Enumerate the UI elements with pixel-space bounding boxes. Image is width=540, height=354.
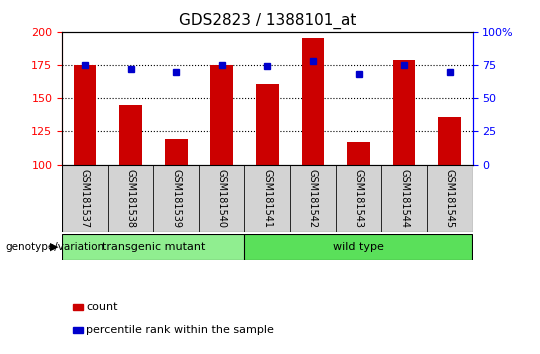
Text: wild type: wild type: [333, 242, 384, 252]
Text: GSM181537: GSM181537: [80, 169, 90, 228]
Text: ▶: ▶: [50, 242, 58, 252]
Text: count: count: [86, 302, 118, 312]
Bar: [347, 142, 370, 165]
Text: GSM181538: GSM181538: [125, 169, 136, 228]
Bar: [256, 84, 279, 165]
Text: transgenic mutant: transgenic mutant: [102, 242, 205, 252]
Bar: [62, 234, 245, 260]
Bar: [73, 65, 96, 165]
Text: genotype/variation: genotype/variation: [5, 242, 105, 252]
Bar: [393, 60, 415, 165]
Bar: [165, 139, 187, 165]
Bar: [153, 165, 199, 232]
Bar: [438, 117, 461, 165]
Text: percentile rank within the sample: percentile rank within the sample: [86, 325, 274, 335]
Title: GDS2823 / 1388101_at: GDS2823 / 1388101_at: [179, 13, 356, 29]
Bar: [290, 165, 336, 232]
Bar: [199, 165, 245, 232]
Bar: [62, 165, 107, 232]
Text: GSM181545: GSM181545: [445, 169, 455, 228]
Text: GSM181543: GSM181543: [354, 169, 363, 228]
Text: GSM181542: GSM181542: [308, 169, 318, 228]
Bar: [245, 234, 472, 260]
Bar: [119, 105, 142, 165]
Text: GSM181540: GSM181540: [217, 169, 227, 228]
Text: GSM181541: GSM181541: [262, 169, 272, 228]
Bar: [245, 165, 290, 232]
Text: GSM181544: GSM181544: [399, 169, 409, 228]
Bar: [336, 165, 381, 232]
Bar: [427, 165, 472, 232]
Bar: [381, 165, 427, 232]
Bar: [210, 65, 233, 165]
Text: GSM181539: GSM181539: [171, 169, 181, 228]
Bar: [107, 165, 153, 232]
Bar: [301, 39, 325, 165]
